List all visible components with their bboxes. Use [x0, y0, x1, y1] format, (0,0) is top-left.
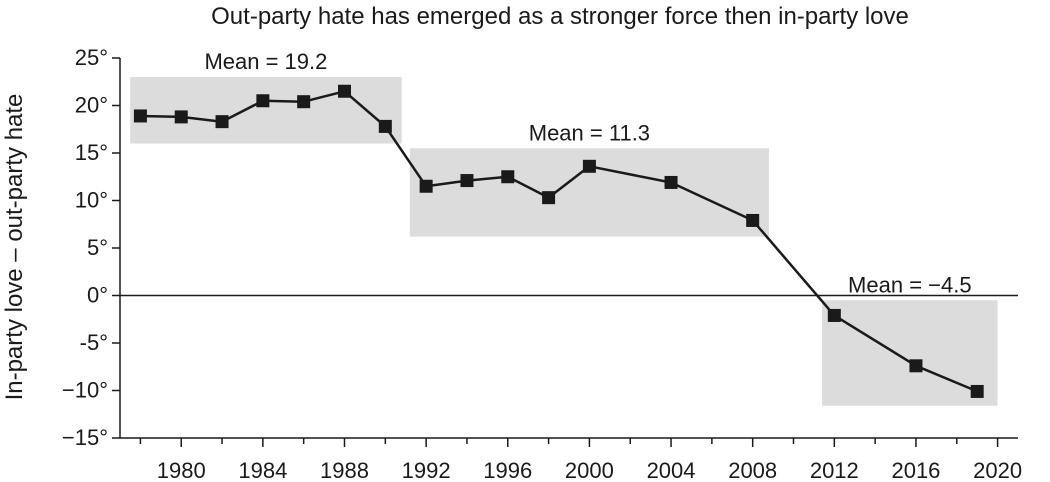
- period-shade: [130, 77, 402, 144]
- data-point: [582, 159, 596, 173]
- data-point: [970, 384, 984, 398]
- x-tick-label: 2008: [728, 458, 777, 482]
- y-tick-label: −15°: [62, 425, 108, 450]
- y-tick-label: 0°: [87, 283, 108, 308]
- data-point: [419, 179, 433, 193]
- mean-label: Mean = −4.5: [848, 272, 972, 297]
- data-point: [174, 110, 188, 124]
- y-tick-label: -5°: [80, 330, 108, 355]
- data-point: [215, 115, 229, 129]
- y-tick-label: 15°: [75, 140, 108, 165]
- data-point: [746, 213, 760, 227]
- x-tick-label: 1984: [238, 458, 287, 482]
- data-point: [133, 109, 147, 123]
- x-tick-label: 1992: [402, 458, 451, 482]
- axes: 25° 20° 15° 10° 5° 0° -5° −10° −15° 1980 1984 1988 1…: [62, 45, 1022, 482]
- x-tick-label: 2000: [565, 458, 614, 482]
- period-mean-labels: Mean = 19.2 Mean = 11.3 Mean = −4.5: [204, 49, 971, 297]
- y-axis-label: In-party love – out-party hate: [1, 94, 28, 401]
- y-tick-label: 20°: [75, 93, 108, 118]
- x-tick-label: 2012: [810, 458, 859, 482]
- mean-label: Mean = 11.3: [529, 120, 650, 145]
- x-tick-label: 1980: [157, 458, 206, 482]
- y-tick-label: 25°: [75, 45, 108, 70]
- data-point: [664, 175, 678, 189]
- mean-label: Mean = 19.2: [204, 49, 327, 74]
- data-point: [256, 94, 270, 108]
- y-tick-label: 10°: [75, 188, 108, 213]
- data-point: [827, 308, 841, 322]
- series: [133, 84, 984, 398]
- data-point: [542, 191, 556, 205]
- x-tick-label: 2004: [647, 458, 696, 482]
- x-tick-label: 1988: [320, 458, 369, 482]
- data-point: [460, 174, 474, 188]
- data-point: [378, 119, 392, 133]
- data-point: [338, 84, 351, 98]
- y-tick-label: 5°: [87, 235, 108, 260]
- x-tick-label: 1996: [483, 458, 532, 482]
- x-tick-label: 2016: [891, 458, 940, 482]
- y-tick-label: −10°: [62, 378, 108, 403]
- data-point: [297, 95, 311, 109]
- x-tick-label: 2020: [973, 458, 1022, 482]
- data-point: [501, 170, 515, 184]
- data-point: [909, 359, 923, 373]
- chart-title: Out-party hate has emerged as a stronger…: [211, 3, 909, 30]
